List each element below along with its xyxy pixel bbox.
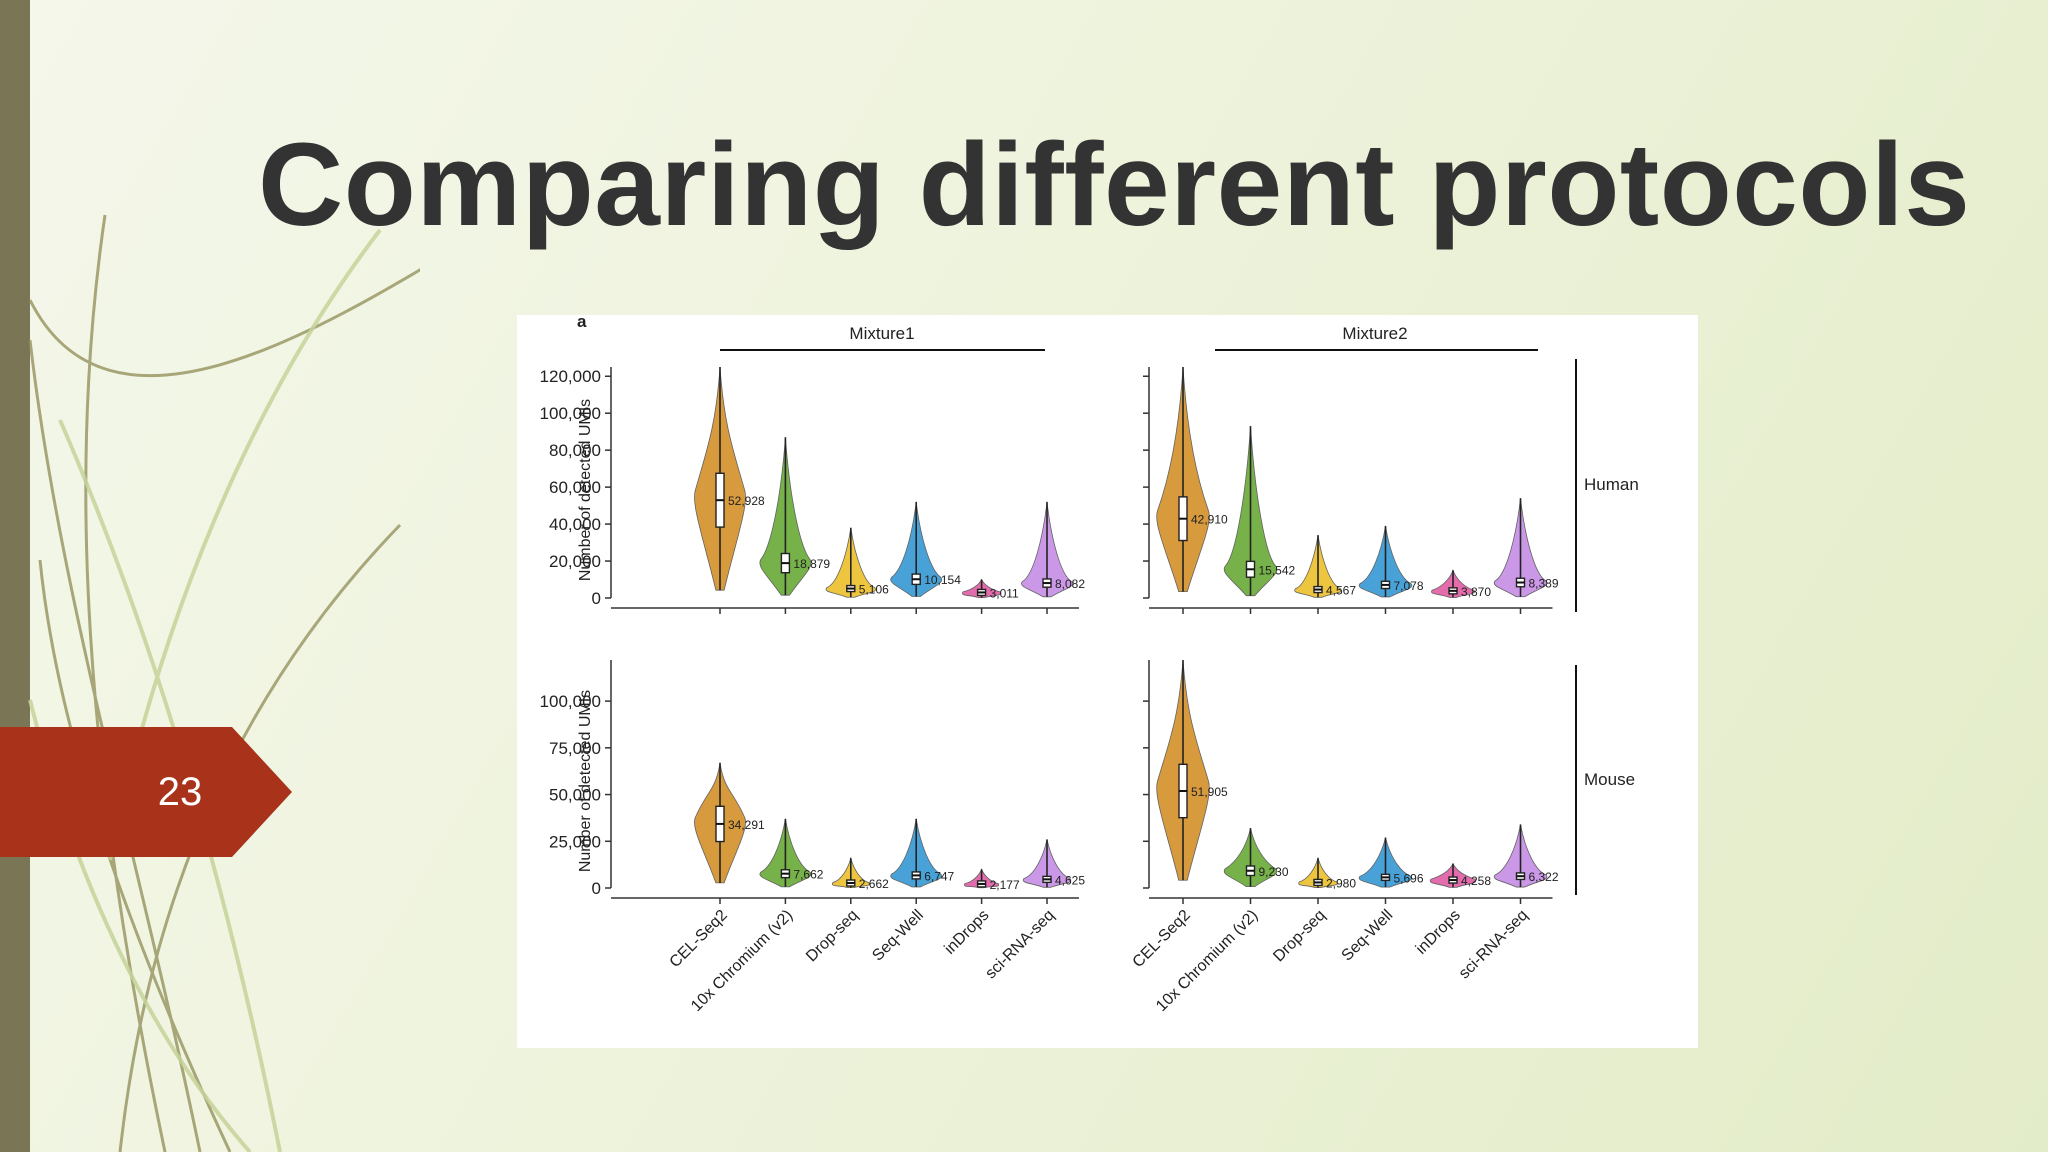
y-tick-label: 20,000: [549, 552, 601, 571]
violin-panel-human-mixture1: 0 20,000 40,000 60,000 80,000 100,000 120,000 5…: [540, 366, 1085, 614]
x-tick-label: sci-RNA-seq: [982, 907, 1058, 983]
median-label: 51,905: [1191, 785, 1228, 799]
violin-figure: a Mixture1 Mixture2 Human Mouse Number o…: [517, 315, 1698, 1048]
row-header-human: Human: [1584, 475, 1639, 494]
left-accent-bar: [0, 0, 30, 1152]
violin-plot-grid: a Mixture1 Mixture2 Human Mouse Number o…: [540, 315, 1639, 1015]
y-tick-label: 25,000: [549, 832, 601, 851]
median-label: 9,230: [1259, 865, 1289, 879]
median-label: 15,542: [1259, 563, 1296, 577]
y-tick-label: 100,000: [540, 692, 601, 711]
median-label: 4,567: [1326, 584, 1356, 598]
y-tick-label: 120,000: [540, 367, 601, 386]
y-tick-label: 100,000: [540, 404, 601, 423]
median-label: 52,928: [728, 494, 765, 508]
y-tick-label: 0: [592, 589, 601, 608]
y-axis-label-top: Number of detected UMIs: [577, 399, 594, 581]
median-label: 8,082: [1055, 577, 1085, 591]
median-label: 34,291: [728, 818, 765, 832]
row-header-mouse: Mouse: [1584, 770, 1635, 789]
median-label: 4,625: [1055, 873, 1085, 887]
median-label: 4,258: [1461, 874, 1491, 888]
panel-letter: a: [577, 315, 587, 331]
x-tick-label: inDrops: [941, 907, 992, 958]
median-label: 42,910: [1191, 513, 1228, 527]
median-label: 2,177: [990, 878, 1020, 892]
median-label: 2,980: [1326, 876, 1356, 890]
median-label: 6,747: [924, 869, 954, 883]
x-tick-label: CEL-Seq2: [667, 907, 731, 971]
y-axis-label-bottom: Number of detected UMIs: [577, 690, 594, 872]
median-label: 7,662: [793, 868, 823, 882]
violin-panel-mouse-mixture1: 0 25,000 50,000 75,000 100,000 34,291 CEL-Seq2…: [540, 660, 1085, 1015]
y-tick-label: 80,000: [549, 441, 601, 460]
x-tick-label: Drop-seq: [803, 907, 862, 966]
y-tick-label: 75,000: [549, 739, 601, 758]
y-tick-label: 50,000: [549, 786, 601, 805]
x-tick-label: Drop-seq: [1270, 907, 1329, 966]
y-tick-label: 40,000: [549, 515, 601, 534]
violin-panel-human-mixture2: 42,910 15,542 4,567 7,078 3,870 8,389: [1143, 366, 1559, 614]
median-label: 5,106: [859, 583, 889, 597]
median-label: 5,696: [1394, 871, 1424, 885]
slide-number: 23: [157, 770, 203, 814]
median-label: 8,389: [1529, 576, 1559, 590]
median-label: 2,662: [859, 877, 889, 891]
x-tick-label: CEL-Seq2: [1130, 907, 1194, 971]
x-tick-label: Seq-Well: [1339, 907, 1397, 965]
median-label: 3,011: [990, 586, 1019, 600]
slide-title: Comparing different protocols: [258, 119, 1971, 251]
column-header-mixture2: Mixture2: [1342, 324, 1407, 343]
median-label: 10,154: [924, 573, 961, 587]
median-label: 18,879: [793, 557, 830, 571]
median-label: 3,870: [1461, 585, 1491, 599]
y-tick-label: 0: [592, 879, 601, 898]
median-label: 6,322: [1529, 870, 1559, 884]
median-label: 7,078: [1394, 579, 1424, 593]
x-tick-label: Seq-Well: [869, 907, 927, 965]
y-tick-label: 60,000: [549, 478, 601, 497]
x-tick-label: inDrops: [1413, 907, 1464, 958]
slide-number-tag: 23: [0, 727, 292, 857]
x-tick-label: sci-RNA-seq: [1456, 907, 1532, 983]
column-header-mixture1: Mixture1: [849, 324, 914, 343]
